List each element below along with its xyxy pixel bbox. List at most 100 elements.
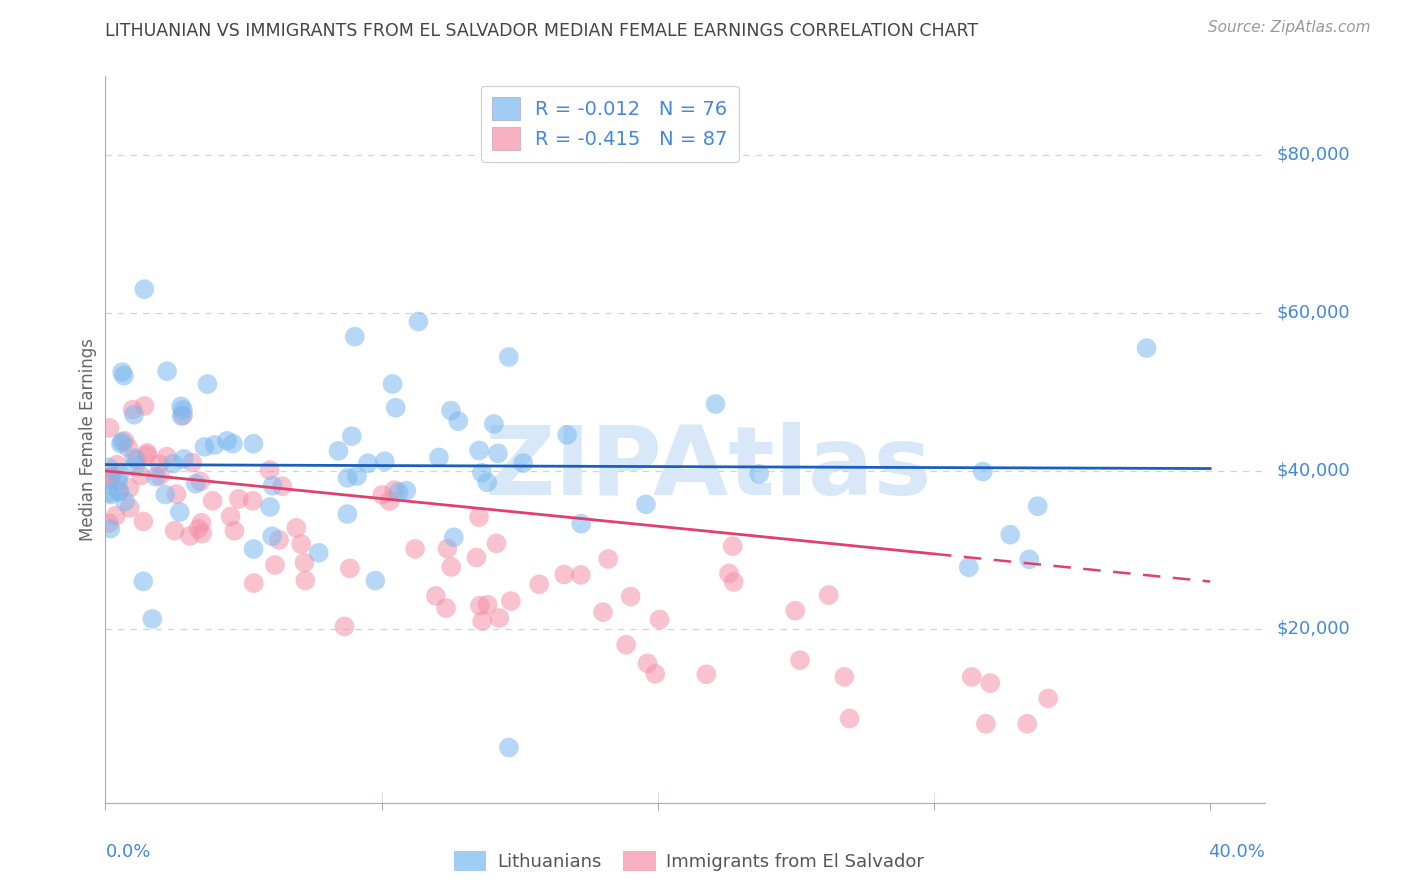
Point bbox=[425, 589, 447, 603]
Point bbox=[529, 577, 551, 591]
Point bbox=[364, 574, 387, 588]
Text: LITHUANIAN VS IMMIGRANTS FROM EL SALVADOR MEDIAN FEMALE EARNINGS CORRELATION CHA: LITHUANIAN VS IMMIGRANTS FROM EL SALVADO… bbox=[105, 22, 979, 40]
Point bbox=[173, 452, 195, 467]
Text: ZIPAtlas: ZIPAtlas bbox=[485, 422, 932, 515]
Point bbox=[387, 485, 409, 500]
Point bbox=[1018, 552, 1040, 566]
Point bbox=[172, 409, 194, 423]
Point bbox=[695, 667, 717, 681]
Point bbox=[122, 450, 145, 465]
Point bbox=[219, 509, 242, 524]
Point bbox=[148, 457, 170, 471]
Point bbox=[262, 529, 284, 543]
Point bbox=[614, 638, 637, 652]
Point bbox=[222, 436, 245, 450]
Point bbox=[294, 574, 316, 588]
Point bbox=[569, 568, 592, 582]
Point bbox=[336, 471, 359, 485]
Point bbox=[785, 604, 807, 618]
Point bbox=[108, 467, 131, 482]
Point bbox=[132, 574, 155, 589]
Point bbox=[193, 440, 215, 454]
Point bbox=[108, 484, 131, 499]
Point bbox=[259, 500, 281, 514]
Point bbox=[555, 427, 578, 442]
Point bbox=[242, 436, 264, 450]
Point bbox=[468, 599, 491, 613]
Point bbox=[118, 481, 141, 495]
Point bbox=[1000, 527, 1022, 541]
Point bbox=[156, 364, 179, 378]
Point bbox=[242, 493, 264, 508]
Text: $80,000: $80,000 bbox=[1277, 145, 1350, 164]
Point bbox=[789, 653, 811, 667]
Point bbox=[98, 485, 121, 500]
Point bbox=[118, 500, 141, 515]
Point bbox=[170, 409, 193, 423]
Point bbox=[285, 521, 308, 535]
Point bbox=[972, 465, 994, 479]
Point bbox=[129, 468, 152, 483]
Point bbox=[136, 446, 159, 460]
Point bbox=[336, 507, 359, 521]
Point bbox=[333, 619, 356, 633]
Point bbox=[485, 536, 508, 550]
Point bbox=[165, 487, 187, 501]
Point bbox=[112, 368, 135, 383]
Point bbox=[404, 541, 426, 556]
Point bbox=[242, 541, 264, 556]
Text: $40,000: $40,000 bbox=[1277, 462, 1350, 480]
Point bbox=[294, 556, 316, 570]
Point bbox=[468, 510, 491, 524]
Point bbox=[111, 365, 134, 379]
Point bbox=[100, 522, 122, 536]
Point bbox=[482, 417, 505, 431]
Point bbox=[340, 429, 363, 443]
Point bbox=[134, 399, 156, 413]
Point bbox=[427, 450, 450, 465]
Point bbox=[634, 497, 657, 511]
Legend: R = -0.012   N = 76, R = -0.415   N = 87: R = -0.012 N = 76, R = -0.415 N = 87 bbox=[481, 86, 740, 161]
Point bbox=[117, 441, 139, 455]
Point bbox=[1017, 716, 1039, 731]
Point bbox=[1136, 341, 1159, 355]
Point bbox=[114, 494, 136, 508]
Point bbox=[215, 434, 238, 448]
Point bbox=[498, 350, 520, 364]
Point bbox=[122, 408, 145, 422]
Point bbox=[553, 567, 575, 582]
Point bbox=[357, 456, 380, 470]
Point bbox=[98, 472, 121, 486]
Point bbox=[371, 488, 394, 502]
Point bbox=[486, 446, 509, 460]
Point bbox=[339, 561, 361, 575]
Point bbox=[262, 479, 284, 493]
Point bbox=[155, 487, 177, 501]
Point bbox=[107, 474, 129, 488]
Point bbox=[443, 530, 465, 544]
Point bbox=[191, 526, 214, 541]
Point bbox=[132, 515, 155, 529]
Point bbox=[974, 716, 997, 731]
Point bbox=[343, 329, 366, 343]
Point bbox=[204, 438, 226, 452]
Point bbox=[97, 516, 120, 530]
Point bbox=[271, 479, 294, 493]
Point bbox=[465, 550, 488, 565]
Point bbox=[468, 443, 491, 458]
Point bbox=[620, 590, 643, 604]
Point bbox=[124, 458, 146, 473]
Point bbox=[100, 469, 122, 483]
Point bbox=[145, 469, 167, 483]
Point bbox=[181, 456, 204, 470]
Point bbox=[648, 612, 671, 626]
Point bbox=[471, 614, 494, 628]
Point bbox=[384, 401, 406, 415]
Legend: Lithuanians, Immigrants from El Salvador: Lithuanians, Immigrants from El Salvador bbox=[447, 844, 931, 879]
Point bbox=[141, 612, 163, 626]
Point bbox=[134, 282, 156, 296]
Point bbox=[259, 463, 281, 477]
Point bbox=[197, 377, 219, 392]
Point bbox=[111, 434, 134, 449]
Point bbox=[104, 508, 127, 523]
